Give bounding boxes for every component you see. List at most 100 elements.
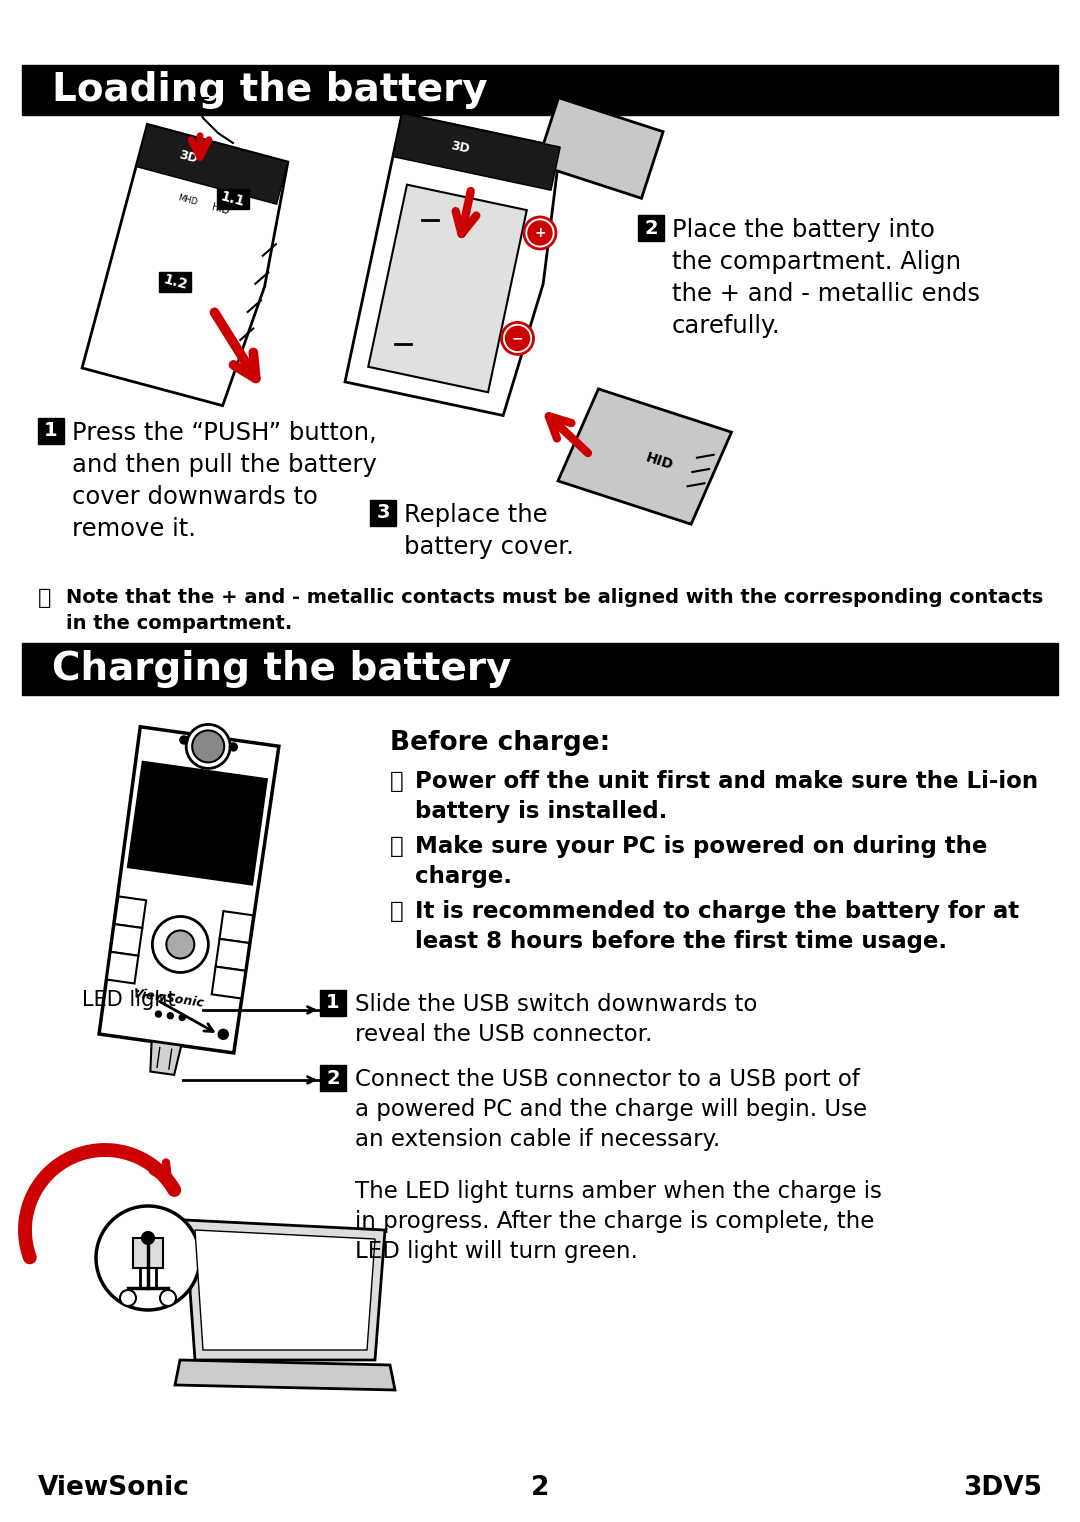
Polygon shape — [393, 114, 561, 190]
Text: 2: 2 — [530, 1475, 550, 1501]
Text: the + and - metallic ends: the + and - metallic ends — [672, 282, 980, 306]
Text: 1: 1 — [326, 994, 340, 1012]
Text: HID: HID — [211, 202, 230, 216]
Polygon shape — [110, 924, 143, 956]
Text: Make sure your PC is powered on during the: Make sure your PC is powered on during t… — [415, 836, 987, 858]
Text: carefully.: carefully. — [672, 314, 781, 338]
Text: 3DV5: 3DV5 — [963, 1475, 1042, 1501]
Circle shape — [152, 916, 208, 973]
Text: reveal the USB connector.: reveal the USB connector. — [355, 1023, 652, 1046]
Circle shape — [167, 1012, 173, 1018]
Circle shape — [524, 218, 556, 250]
Text: charge.: charge. — [415, 864, 512, 887]
Polygon shape — [150, 1041, 181, 1075]
Text: least 8 hours before the first time usage.: least 8 hours before the first time usag… — [415, 930, 947, 953]
Circle shape — [192, 731, 225, 763]
Bar — [133, 1237, 163, 1268]
Text: in progress. After the charge is complete, the: in progress. After the charge is complet… — [355, 1210, 875, 1233]
Text: 3D: 3D — [178, 149, 200, 166]
Text: ⓘ: ⓘ — [390, 836, 404, 858]
Polygon shape — [537, 97, 663, 198]
Polygon shape — [114, 896, 146, 928]
Bar — [638, 215, 664, 240]
Text: LED light will turn green.: LED light will turn green. — [355, 1240, 638, 1263]
Circle shape — [120, 1291, 136, 1306]
Text: Loading the battery: Loading the battery — [52, 72, 488, 110]
Text: and then pull the battery: and then pull the battery — [72, 454, 377, 476]
Text: in the compartment.: in the compartment. — [66, 613, 293, 633]
Text: battery is installed.: battery is installed. — [415, 801, 667, 823]
Text: Power off the unit first and make sure the Li-ion: Power off the unit first and make sure t… — [415, 770, 1038, 793]
Polygon shape — [195, 1230, 375, 1350]
Text: cover downwards to: cover downwards to — [72, 486, 318, 508]
Text: remove it.: remove it. — [72, 517, 195, 540]
Polygon shape — [345, 114, 561, 416]
Bar — [217, 189, 248, 210]
Polygon shape — [212, 966, 245, 998]
Text: the compartment. Align: the compartment. Align — [672, 250, 961, 274]
Text: a powered PC and the charge will begin. Use: a powered PC and the charge will begin. … — [355, 1097, 867, 1122]
Text: battery cover.: battery cover. — [404, 536, 573, 559]
Polygon shape — [136, 125, 288, 204]
Bar — [159, 272, 191, 292]
Text: Note that the + and - metallic contacts must be aligned with the corresponding c: Note that the + and - metallic contacts … — [66, 587, 1043, 607]
Bar — [38, 419, 64, 444]
Circle shape — [179, 1015, 185, 1020]
Circle shape — [166, 930, 194, 959]
Circle shape — [96, 1205, 200, 1310]
Text: ⓘ: ⓘ — [38, 587, 52, 607]
Text: Place the battery into: Place the battery into — [672, 218, 935, 242]
Bar — [320, 1065, 346, 1091]
Text: The LED light turns amber when the charge is: The LED light turns amber when the charg… — [355, 1180, 882, 1202]
Text: 1.1: 1.1 — [219, 189, 246, 210]
Text: ViewSonic: ViewSonic — [38, 1475, 190, 1501]
Text: an extension cable if necessary.: an extension cable if necessary. — [355, 1128, 720, 1151]
Polygon shape — [107, 951, 138, 983]
Polygon shape — [558, 390, 731, 524]
Text: ⓘ: ⓘ — [390, 770, 404, 793]
Bar — [22, 65, 1058, 116]
Text: 1.2: 1.2 — [162, 272, 189, 292]
Polygon shape — [368, 184, 527, 393]
Text: +: + — [535, 225, 545, 240]
Polygon shape — [216, 939, 249, 971]
Circle shape — [156, 1011, 161, 1017]
Text: −: − — [512, 332, 524, 345]
Text: 3: 3 — [376, 504, 390, 522]
Text: MHD: MHD — [176, 193, 198, 207]
Circle shape — [229, 743, 238, 750]
Text: ViewSonic: ViewSonic — [132, 986, 204, 1009]
Text: Connect the USB connector to a USB port of: Connect the USB connector to a USB port … — [355, 1068, 860, 1091]
Circle shape — [186, 724, 230, 769]
Circle shape — [501, 323, 534, 355]
Circle shape — [524, 218, 556, 250]
Polygon shape — [129, 763, 266, 884]
Polygon shape — [175, 1361, 395, 1390]
Circle shape — [218, 1029, 228, 1040]
Text: Press the “PUSH” button,: Press the “PUSH” button, — [72, 422, 377, 444]
Text: ⓘ: ⓘ — [390, 900, 404, 922]
Circle shape — [180, 737, 188, 744]
Bar — [22, 642, 1058, 696]
Circle shape — [528, 221, 552, 245]
Text: HID: HID — [644, 451, 675, 472]
Polygon shape — [82, 125, 288, 406]
Text: Slide the USB switch downwards to: Slide the USB switch downwards to — [355, 992, 757, 1017]
Text: 3D: 3D — [449, 140, 471, 157]
Polygon shape — [219, 912, 253, 944]
Polygon shape — [99, 728, 279, 1053]
Circle shape — [501, 323, 534, 355]
Text: 2: 2 — [326, 1068, 340, 1088]
Text: 1: 1 — [44, 422, 58, 440]
Text: Replace the: Replace the — [404, 502, 548, 527]
Circle shape — [160, 1291, 176, 1306]
Polygon shape — [185, 1221, 384, 1361]
Bar — [320, 989, 346, 1017]
Text: It is recommended to charge the battery for at: It is recommended to charge the battery … — [415, 900, 1020, 922]
Text: Charging the battery: Charging the battery — [52, 650, 511, 688]
Circle shape — [141, 1231, 154, 1243]
Text: LED light: LED light — [82, 989, 176, 1011]
Text: 2: 2 — [644, 219, 658, 237]
Bar — [370, 501, 396, 527]
Circle shape — [505, 326, 529, 350]
